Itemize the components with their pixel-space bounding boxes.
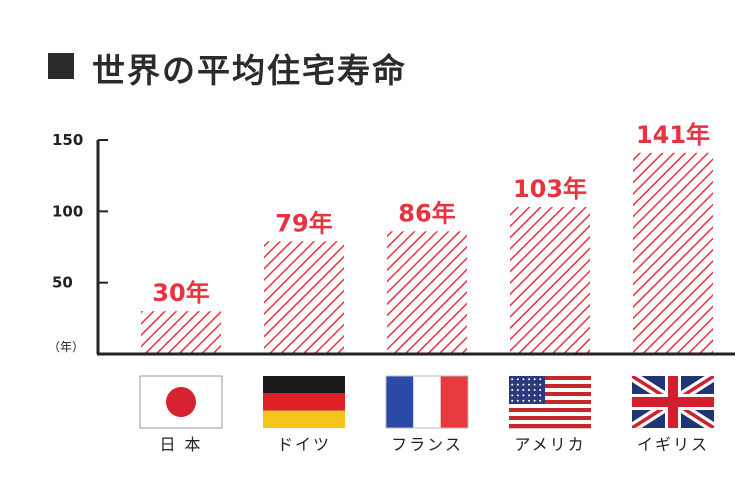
- usa-stripe: [509, 416, 591, 421]
- uk-flag-icon: [632, 376, 714, 428]
- usa-stripe: [509, 412, 591, 417]
- france-stripe-blue: [386, 376, 414, 428]
- usa-stripe: [509, 376, 591, 381]
- usa-star: [528, 394, 530, 397]
- usa-star: [511, 399, 514, 402]
- germany-stripe-red: [263, 393, 345, 411]
- data-label-5: 141年: [636, 121, 710, 149]
- usa-flag-icon: [509, 376, 591, 429]
- data-label-4: 103年: [513, 175, 587, 203]
- usa-stripe: [509, 396, 591, 401]
- y-axis-unit-label: （年）: [48, 340, 84, 354]
- usa-star: [516, 399, 519, 402]
- title-square-icon: [48, 53, 74, 79]
- japan-flag-sun: [166, 387, 196, 417]
- usa-star: [516, 383, 519, 386]
- france-stripe-white: [413, 376, 441, 428]
- usa-star: [522, 389, 525, 391]
- germany-stripe-gold: [263, 410, 345, 428]
- bar-1: [141, 311, 221, 354]
- usa-stripe: [509, 404, 591, 409]
- usa-stripe: [509, 388, 591, 393]
- chart-title: 世界の平均住宅寿命: [92, 51, 407, 90]
- usa-star: [533, 383, 536, 386]
- france-flag-icon: [385, 375, 469, 429]
- usa-stripe: [509, 420, 591, 425]
- germany-flag-icon: [263, 376, 345, 428]
- usa-star: [511, 394, 514, 397]
- usa-star: [511, 383, 514, 386]
- germany-stripe-black: [263, 376, 345, 394]
- usa-star: [516, 389, 519, 391]
- usa-stripe: [509, 380, 591, 385]
- usa-star: [539, 389, 542, 391]
- data-label-1: 30年: [152, 279, 209, 307]
- bar-3: [387, 231, 467, 354]
- japan-flag-icon: [139, 375, 223, 429]
- usa-stripe: [509, 408, 591, 413]
- data-label-2: 79年: [275, 209, 332, 237]
- usa-stripe: [509, 400, 591, 405]
- data-label-3: 86年: [398, 199, 455, 227]
- usa-star: [516, 394, 519, 397]
- usa-star: [511, 378, 514, 381]
- usa-star: [533, 399, 536, 402]
- usa-stripe: [509, 424, 591, 429]
- usa-star: [539, 394, 542, 397]
- usa-star: [528, 378, 530, 381]
- usa-star: [522, 383, 525, 386]
- usa-star: [522, 394, 525, 397]
- usa-star: [533, 394, 536, 397]
- usa-canton: [509, 376, 546, 404]
- y-tick-label-50: 50: [52, 274, 73, 292]
- category-label-1: 日 本: [159, 435, 202, 454]
- usa-star: [528, 389, 530, 391]
- usa-star: [533, 389, 536, 391]
- category-label-4: アメリカ: [514, 435, 585, 454]
- usa-stripe: [509, 384, 591, 389]
- uk-cross-red-h: [632, 397, 714, 407]
- usa-star: [511, 389, 514, 391]
- usa-stripe: [509, 392, 591, 397]
- bar-4: [510, 207, 590, 354]
- usa-star: [533, 378, 536, 381]
- uk-flag-body: [632, 376, 714, 428]
- bar-2: [264, 241, 344, 354]
- y-tick-label-100: 100: [52, 202, 83, 220]
- usa-star: [522, 399, 525, 402]
- usa-star: [516, 378, 519, 381]
- category-label-5: イギリス: [637, 435, 709, 454]
- usa-star: [528, 383, 530, 386]
- france-flag-border: [385, 375, 469, 429]
- bar-5: [633, 152, 713, 354]
- france-stripe-red: [440, 376, 468, 428]
- y-tick-label-150: 150: [52, 131, 83, 149]
- usa-star: [539, 383, 542, 386]
- usa-star: [528, 399, 530, 402]
- usa-star: [539, 399, 542, 402]
- usa-star: [539, 378, 542, 381]
- category-label-3: フランス: [391, 435, 463, 454]
- usa-star: [522, 378, 525, 381]
- category-label-2: ドイツ: [277, 435, 331, 454]
